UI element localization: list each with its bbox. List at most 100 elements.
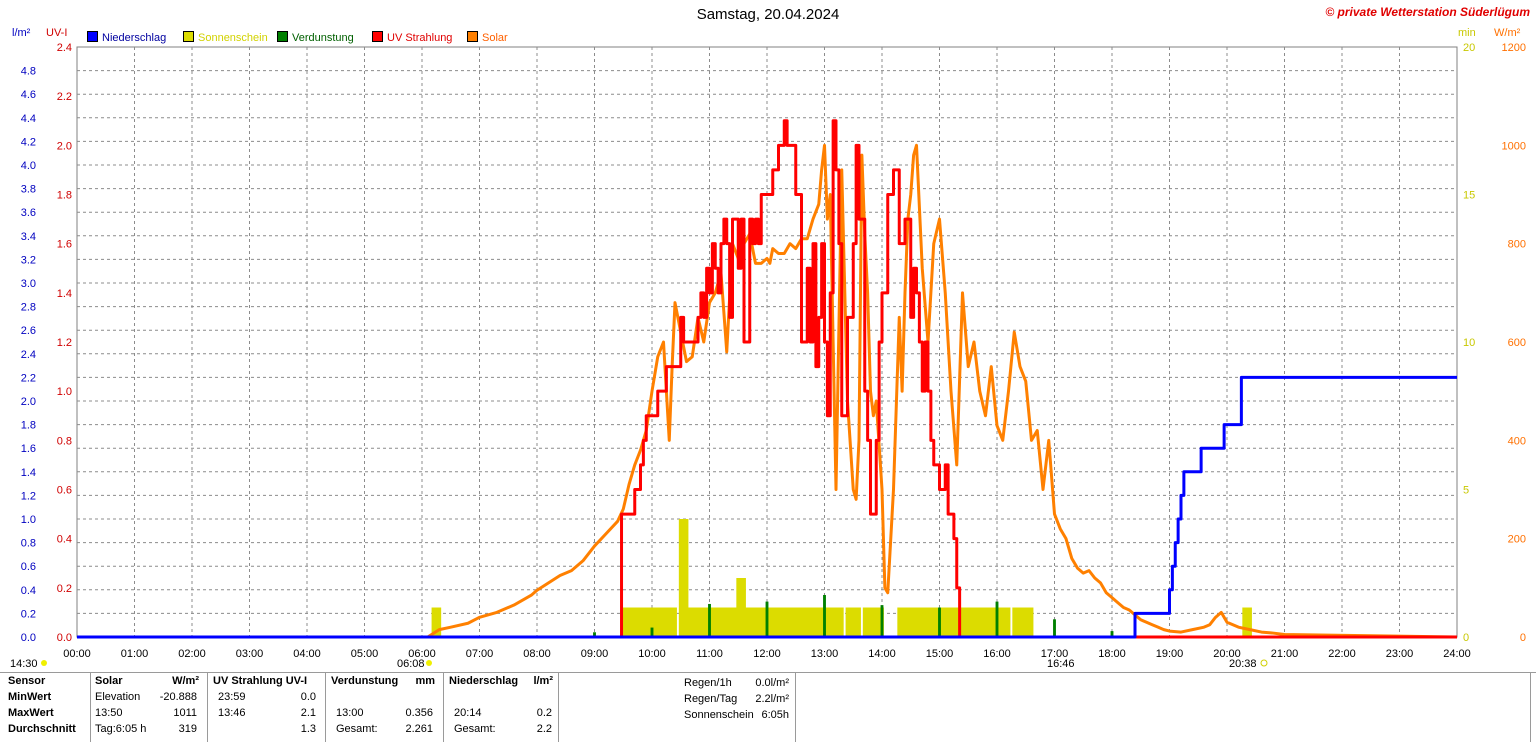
table-divider: [207, 672, 208, 742]
table-divider: [1530, 672, 1531, 742]
x-tick-label: 17:00: [1041, 648, 1069, 660]
bar-sonnenschein: [742, 607, 752, 637]
bar-sonnenschein: [1000, 607, 1011, 637]
precip-tick-label: 3.2: [21, 254, 36, 266]
legend-swatch: [467, 31, 478, 42]
bar-sonnenschein: [920, 607, 930, 637]
legend-swatch: [277, 31, 288, 42]
uv-value: 2.1: [300, 707, 316, 719]
bar-sonnenschein: [799, 607, 810, 637]
solar-value: 1011: [173, 707, 197, 719]
precip-tick-label: 4.6: [21, 89, 36, 101]
bar-sonnenschein: [644, 607, 654, 637]
header-precipitation-unit: l/m²: [533, 675, 553, 687]
bar-sonnenschein: [816, 607, 827, 637]
bar-sonnenschein: [926, 607, 936, 637]
bar-verdunstung: [593, 632, 596, 637]
bar-sonnenschein: [1018, 607, 1028, 637]
stats-divider: [0, 672, 1536, 673]
bar-sonnenschein: [621, 607, 631, 637]
bar-sonnenschein: [782, 607, 792, 637]
legend-item: Verdunstung: [277, 31, 354, 44]
row-label: MinWert: [8, 691, 52, 703]
bar-sonnenschein: [908, 607, 919, 637]
precip-tick-label: 1.0: [21, 514, 36, 526]
sunrise-icon: [426, 660, 432, 666]
row-label: MaxWert: [8, 707, 54, 719]
solar-tick-label: 1000: [1502, 140, 1526, 152]
x-tick-label: 20:00: [1213, 648, 1241, 660]
bar-sonnenschein: [949, 607, 959, 637]
legend-swatch: [372, 31, 383, 42]
legend-item: Solar: [467, 31, 508, 44]
uv-tick-label: 0.6: [57, 485, 72, 497]
bar-sonnenschein: [937, 607, 948, 637]
precip-tick-label: 2.0: [21, 396, 36, 408]
precip-tick-label: 3.0: [21, 278, 36, 290]
summary-value: 0.0l/m²: [755, 677, 789, 689]
bar-sonnenschein: [972, 607, 982, 637]
sun-icon: [41, 660, 47, 666]
uv-tick-label: 1.0: [57, 386, 72, 398]
bar-sonnenschein: [719, 607, 729, 637]
legend-swatch: [87, 31, 98, 42]
uv-value: 0.0: [300, 691, 316, 703]
x-tick-label: 04:00: [293, 648, 321, 660]
x-tick-label: 23:00: [1386, 648, 1414, 660]
precipitation-value: 2.2: [536, 723, 552, 735]
bar-sonnenschein: [730, 607, 741, 637]
legend-label: Solar: [482, 32, 508, 44]
summary-label: Sonnenschein: [684, 709, 754, 721]
sunshine-tick-label: 5: [1463, 485, 1469, 497]
bar-sonnenschein: [966, 607, 976, 637]
header-precipitation: Niederschlag: [449, 675, 519, 687]
bar-sonnenschein: [897, 607, 907, 637]
bar-verdunstung: [708, 603, 711, 637]
bar-sonnenschein: [943, 607, 953, 637]
precip-unit-label: l/m²: [12, 27, 31, 39]
x-tick-label: 00:00: [63, 648, 91, 660]
bar-sonnenschein: [868, 607, 879, 637]
summary-value: 6:05h: [761, 709, 789, 721]
precip-tick-label: 4.8: [21, 66, 36, 78]
solar-tick-label: 0: [1520, 632, 1526, 644]
bar-sonnenschein: [914, 607, 925, 637]
bar-sonnenschein: [627, 607, 637, 637]
precip-tick-label: 2.6: [21, 325, 36, 337]
bar-sonnenschein: [983, 607, 994, 637]
sunrise-label: 06:08: [397, 658, 425, 670]
x-tick-label: 13:00: [811, 648, 839, 660]
sun-marker-label: 16:46: [1047, 658, 1075, 670]
row-label: Durchschnitt: [8, 723, 76, 735]
bar-sonnenschein: [851, 607, 861, 637]
precip-tick-label: 1.6: [21, 443, 36, 455]
bar-sonnenschein: [713, 607, 723, 637]
precip-tick-label: 0.4: [21, 585, 36, 597]
chart-title: Samstag, 20.04.2024: [696, 6, 840, 23]
x-tick-label: 03:00: [236, 648, 264, 660]
bar-verdunstung: [1053, 619, 1056, 637]
x-tick-label: 09:00: [581, 648, 609, 660]
precip-tick-label: 0.0: [21, 632, 36, 644]
bar-sonnenschein: [747, 607, 758, 637]
bar-sonnenschein: [655, 607, 666, 637]
uv-tick-label: 2.2: [57, 91, 72, 103]
sunshine-tick-label: 15: [1463, 190, 1475, 202]
table-divider: [443, 672, 444, 742]
bar-sonnenschein: [1023, 607, 1034, 637]
solar-time: 13:50: [95, 707, 123, 719]
header-evaporation: Verdunstung: [331, 675, 399, 687]
solar-tick-label: 1200: [1502, 42, 1526, 54]
bar-sonnenschein: [828, 607, 838, 637]
bar-sonnenschein: [874, 607, 884, 637]
bar-sonnenschein: [650, 607, 660, 637]
table-divider: [558, 672, 559, 742]
series-line-niederschlag: [77, 375, 1457, 639]
bar-sonnenschein: [684, 607, 695, 637]
bar-verdunstung: [1110, 631, 1114, 637]
legend-label: Niederschlag: [102, 32, 167, 44]
table-divider: [795, 672, 796, 742]
bar-sonnenschein: [960, 607, 971, 637]
bar-verdunstung: [765, 601, 769, 637]
precipitation-time: 20:14: [454, 707, 482, 719]
